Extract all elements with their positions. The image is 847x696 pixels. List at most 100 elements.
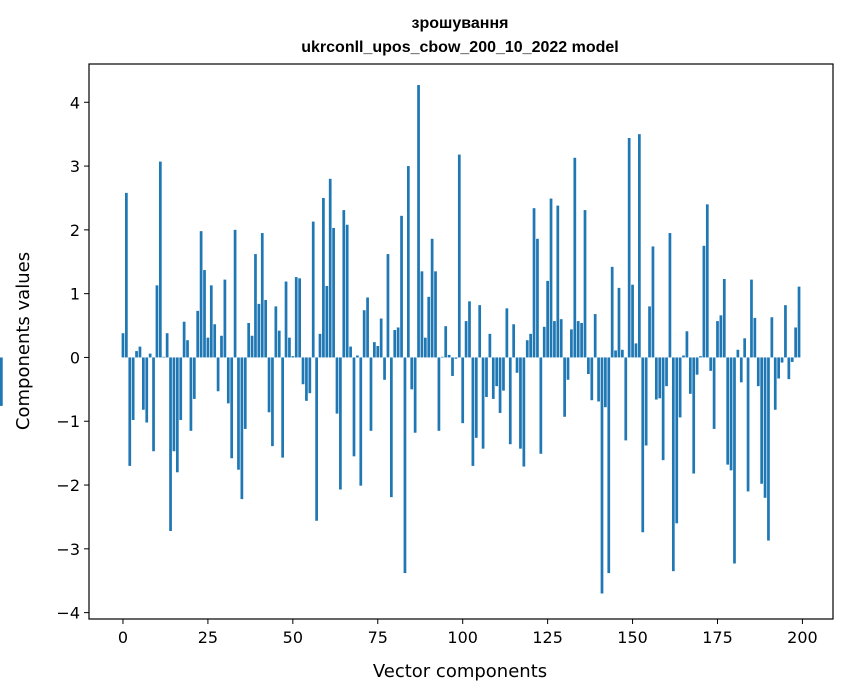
y-tick-label: −4 bbox=[56, 604, 80, 623]
bar bbox=[308, 357, 312, 394]
bar bbox=[148, 353, 152, 358]
bar bbox=[566, 357, 570, 380]
bar bbox=[491, 357, 495, 399]
bar bbox=[515, 357, 519, 373]
bar bbox=[332, 227, 335, 358]
bar bbox=[729, 357, 733, 471]
y-tick-label: 0 bbox=[70, 348, 80, 367]
bar bbox=[135, 351, 138, 358]
bar bbox=[366, 297, 369, 358]
bar bbox=[722, 278, 726, 358]
bar bbox=[274, 306, 278, 358]
bar bbox=[522, 357, 526, 467]
y-tick-label: 2 bbox=[70, 221, 80, 240]
bar bbox=[216, 357, 220, 392]
bar bbox=[573, 157, 577, 358]
bar bbox=[305, 357, 308, 401]
bar bbox=[237, 357, 240, 470]
bar bbox=[549, 198, 553, 358]
bar bbox=[617, 287, 621, 358]
bar bbox=[182, 321, 186, 358]
y-tick-label: 3 bbox=[70, 157, 80, 176]
bar bbox=[563, 357, 566, 417]
bar bbox=[658, 357, 662, 399]
bar bbox=[794, 327, 797, 358]
x-tick-label: 150 bbox=[617, 628, 648, 647]
bar bbox=[593, 314, 597, 358]
bar bbox=[209, 285, 213, 358]
bar bbox=[0, 357, 3, 406]
bar bbox=[260, 233, 264, 358]
bar bbox=[797, 286, 801, 358]
bar bbox=[773, 357, 777, 410]
bar bbox=[311, 221, 315, 358]
bar bbox=[519, 357, 522, 449]
bar bbox=[756, 357, 760, 387]
bar bbox=[427, 296, 431, 358]
y-tick-label: −1 bbox=[56, 412, 80, 431]
bar bbox=[230, 357, 234, 459]
bar bbox=[733, 357, 736, 564]
bar bbox=[671, 357, 675, 572]
bar bbox=[668, 233, 672, 358]
bar bbox=[665, 357, 668, 387]
bar bbox=[624, 357, 628, 441]
bar bbox=[406, 166, 410, 358]
bar bbox=[400, 215, 403, 358]
bar bbox=[610, 266, 614, 358]
bar bbox=[787, 357, 791, 380]
bar bbox=[583, 210, 587, 358]
bar bbox=[301, 357, 305, 385]
bar bbox=[362, 310, 366, 358]
bar bbox=[641, 357, 645, 533]
bar bbox=[464, 321, 468, 358]
bar bbox=[648, 306, 651, 358]
bar bbox=[220, 335, 223, 358]
bar bbox=[345, 224, 349, 358]
bar bbox=[281, 357, 284, 458]
bar bbox=[284, 281, 288, 358]
bar bbox=[638, 134, 641, 358]
bar bbox=[196, 310, 200, 358]
bar bbox=[325, 286, 329, 358]
bar bbox=[298, 278, 301, 358]
bar bbox=[369, 357, 373, 431]
bar bbox=[226, 357, 230, 404]
bar bbox=[654, 357, 658, 400]
bar bbox=[125, 192, 128, 358]
bar bbox=[247, 323, 251, 358]
bar bbox=[590, 357, 594, 401]
bar bbox=[777, 357, 780, 379]
bar bbox=[559, 319, 563, 358]
bar bbox=[240, 357, 244, 500]
bar bbox=[627, 138, 631, 358]
y-axis-ticks: −4 −3 −2 −1 0 1 2 3 4 bbox=[56, 93, 89, 623]
bar bbox=[661, 357, 665, 461]
x-tick-label: 0 bbox=[118, 628, 128, 647]
bar bbox=[271, 357, 274, 447]
bar bbox=[444, 326, 448, 358]
x-tick-label: 100 bbox=[447, 628, 478, 647]
bar bbox=[512, 324, 516, 358]
bar bbox=[434, 271, 437, 358]
bar bbox=[152, 357, 155, 452]
bar bbox=[257, 303, 261, 358]
y-tick-label: 1 bbox=[70, 285, 80, 304]
bar bbox=[719, 315, 723, 358]
bar bbox=[508, 357, 512, 445]
bar bbox=[233, 229, 237, 358]
bar bbox=[675, 357, 679, 524]
bar bbox=[254, 254, 257, 358]
bar bbox=[631, 284, 634, 358]
bar bbox=[138, 346, 142, 358]
y-axis-label: Components values bbox=[13, 252, 34, 430]
bar bbox=[243, 357, 247, 429]
bar bbox=[383, 357, 386, 380]
bar bbox=[621, 349, 624, 358]
bar bbox=[651, 246, 655, 358]
bar bbox=[396, 327, 400, 358]
bar bbox=[556, 205, 560, 358]
bar bbox=[294, 277, 298, 358]
bar bbox=[121, 333, 125, 358]
